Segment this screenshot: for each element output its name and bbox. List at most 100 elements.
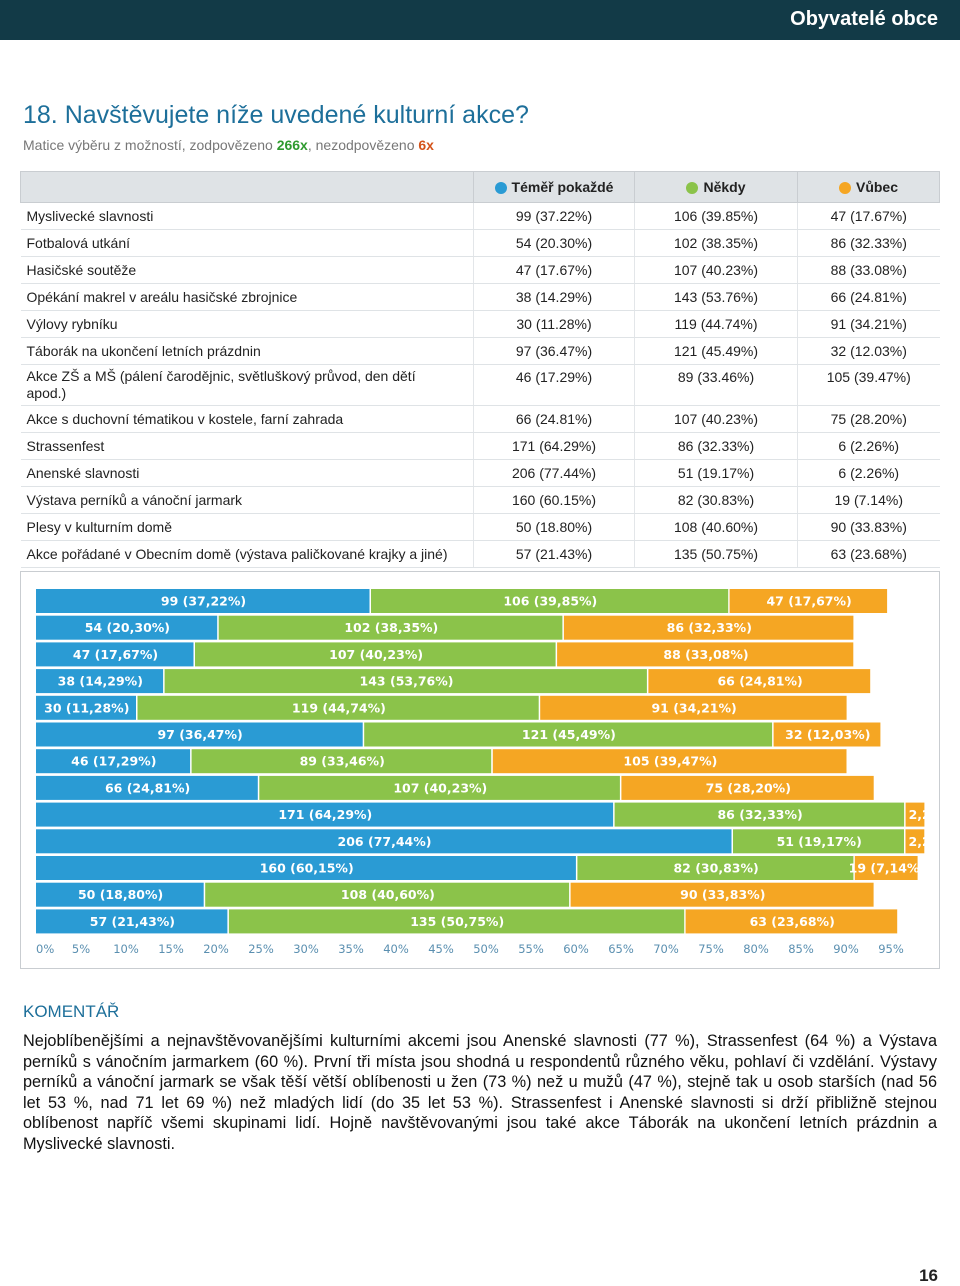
- row-label: Fotbalová utkání: [20, 229, 474, 257]
- bar-segment: [36, 775, 258, 800]
- bar-segment: [36, 615, 218, 640]
- bar-label: 90 (33,83%): [680, 887, 765, 902]
- comment-heading: KOMENTÁŘ: [23, 1002, 120, 1021]
- row-value: 89 (33.46%): [634, 364, 798, 406]
- table-row: Táborák na ukončení letních prázdnin 97 (…: [20, 337, 940, 365]
- bar-segment: [36, 642, 194, 667]
- bar-label: 75 (28,20%): [706, 780, 791, 795]
- x-tick-label: 25%: [248, 942, 274, 956]
- x-tick-label: 0%: [36, 942, 54, 956]
- row-value: 19 (7.14%): [797, 486, 940, 514]
- bar-label: 143 (53,76%): [360, 674, 454, 689]
- bar-segment: [733, 829, 904, 854]
- bar-segment: [905, 829, 925, 854]
- bar-label: 97 (36,47%): [157, 727, 242, 742]
- bar-label: 51 (19,17%): [777, 834, 862, 849]
- table-row: Akce ZŠ a MŠ (pálení čarodějnic, světluš…: [20, 364, 940, 406]
- row-label: Strassenfest: [20, 432, 474, 460]
- bar-label: 121 (45,49%): [522, 727, 616, 742]
- table-row: Fotbalová utkání 54 (20.30%) 102 (38.35%) 8…: [20, 229, 940, 257]
- row-value: 206 (77.44%): [473, 459, 635, 487]
- row-label: Anenské slavnosti: [20, 459, 474, 487]
- bar-label: 82 (30,83%): [673, 861, 758, 876]
- bar-label: 107 (40,23%): [393, 780, 487, 795]
- bar-label: 91 (34,21%): [651, 700, 736, 715]
- bar-segment: [371, 589, 729, 613]
- bar-segment: [259, 775, 620, 800]
- row-value: 108 (40.60%): [634, 513, 798, 541]
- table-row: Myslivecké slavnosti 99 (37.22%) 106 (39.8…: [20, 202, 940, 230]
- row-label: Opékání makrel v areálu hasičské zbrojni…: [20, 283, 474, 311]
- bar-segment: [905, 802, 925, 827]
- bar-segment: [557, 642, 854, 667]
- bar-segment: [36, 695, 136, 720]
- column-dot-icon: [494, 182, 507, 194]
- bar-label: 135 (50,75%): [410, 914, 504, 929]
- stacked-bar-chart: 99 (37,22%) 106 (39,85%) 47 (17,67%) 54 (20…: [20, 571, 940, 969]
- bar-segment: [191, 749, 492, 774]
- x-tick-label: 15%: [158, 942, 184, 956]
- header-bar: Obyvatelé obce: [0, 0, 960, 40]
- x-tick-label: 40%: [383, 942, 409, 956]
- table-header-row: Téměř pokaždé Někdy Vůbec: [20, 171, 940, 203]
- bar-label: 50 (18,80%): [78, 887, 163, 902]
- bar-label: 105 (39,47%): [623, 754, 717, 769]
- bar-segment: [364, 722, 773, 747]
- row-value: 102 (38.35%): [634, 229, 798, 257]
- row-value: 86 (32.33%): [634, 432, 798, 460]
- row-value: 99 (37.22%): [473, 202, 635, 230]
- row-value: 54 (20.30%): [473, 229, 635, 257]
- x-tick-label: 80%: [743, 942, 769, 956]
- bar-label: 19 (7,14%): [849, 861, 926, 876]
- bar-label: 89 (33,46%): [300, 754, 385, 769]
- bar-segment: [36, 829, 732, 854]
- bar-segment: [36, 589, 370, 613]
- bar-segment: [164, 669, 647, 694]
- bar-segment: [773, 722, 881, 747]
- row-label: Výlovy rybníku: [20, 310, 474, 338]
- bar-segment: [36, 669, 164, 694]
- bar-label: 99 (37,22%): [161, 594, 246, 609]
- bar-segment: [577, 856, 854, 880]
- bar-segment: [648, 669, 871, 694]
- column-header: Téměř pokaždé: [473, 171, 635, 203]
- bar-segment: [36, 722, 363, 747]
- x-tick-label: 50%: [473, 942, 499, 956]
- row-value: 171 (64.29%): [473, 432, 635, 460]
- results-table: Téměř pokaždé Někdy Vůbec Myslivecké sla…: [20, 171, 940, 568]
- table-header-blank: [20, 171, 474, 203]
- bar-segment: [228, 909, 685, 934]
- column-header-label: Někdy: [703, 179, 746, 195]
- bar-label: 46 (17,29%): [71, 754, 156, 769]
- x-tick-label: 5%: [72, 942, 90, 956]
- row-value: 63 (23.68%): [797, 540, 940, 568]
- x-tick-label: 85%: [788, 942, 814, 956]
- row-label: Akce s duchovní tématikou v kostele, far…: [20, 405, 474, 433]
- row-value: 82 (30.83%): [634, 486, 798, 514]
- x-tick-label: 20%: [203, 942, 229, 956]
- row-value: 51 (19.17%): [634, 459, 798, 487]
- unanswered-count: 6x: [418, 137, 434, 153]
- column-dot-icon: [686, 182, 699, 194]
- header-title: Obyvatelé obce: [790, 8, 938, 30]
- chart-svg: 99 (37,22%) 106 (39,85%) 47 (17,67%) 54 (20…: [36, 589, 939, 956]
- row-value: 90 (33.83%): [797, 513, 940, 541]
- bar-label: 106 (39,85%): [503, 594, 597, 609]
- table-body: Myslivecké slavnosti 99 (37.22%) 106 (39.8…: [20, 202, 940, 568]
- table-row: Opékání makrel v areálu hasičské zbrojni…: [20, 283, 940, 311]
- bar-label: 160 (60,15%): [260, 861, 354, 876]
- bar-label: 47 (17,67%): [73, 647, 158, 662]
- x-tick-label: 75%: [698, 942, 724, 956]
- bar-label: 108 (40,60%): [341, 887, 435, 902]
- bar-label: 66 (24,81%): [717, 674, 802, 689]
- bar-label: 38 (14,29%): [58, 674, 143, 689]
- row-label: Táborák na ukončení letních prázdnin: [20, 337, 474, 365]
- x-tick-label: 65%: [608, 942, 634, 956]
- bar-label: 57 (21,43%): [90, 914, 175, 929]
- row-value: 6 (2.26%): [797, 432, 940, 460]
- row-value: 46 (17.29%): [473, 364, 635, 406]
- bar-segment: [540, 695, 847, 720]
- page-number: 16: [919, 1266, 938, 1285]
- bar-label: 88 (33,08%): [663, 647, 748, 662]
- row-value: 160 (60.15%): [473, 486, 635, 514]
